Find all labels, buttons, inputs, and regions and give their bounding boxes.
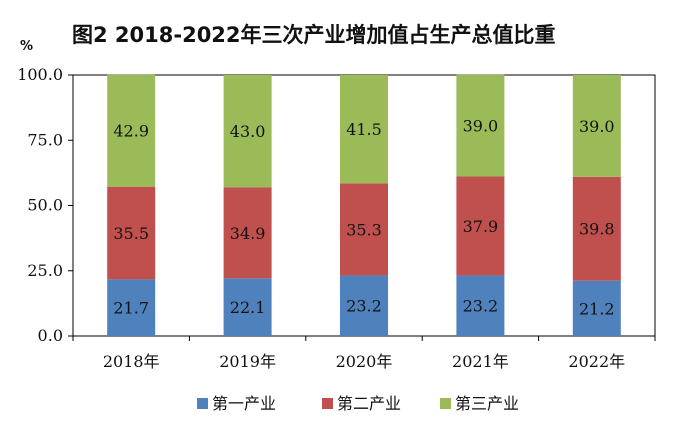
y-tick-label: 25.0 (27, 261, 63, 280)
x-tick-label: 2020年 (336, 352, 393, 371)
data-label: 42.9 (113, 122, 149, 141)
data-label: 35.3 (346, 220, 382, 239)
data-label: 23.2 (463, 297, 499, 316)
bar-segment (340, 183, 388, 276)
data-label: 39.8 (579, 220, 615, 239)
legend-label: 第三产业 (455, 394, 519, 413)
bar-segment (572, 280, 621, 336)
chart-title: 图2 2018-2022年三次产业增加值占生产总值比重 (72, 23, 556, 47)
y-tick-label: 75.0 (27, 130, 63, 149)
bar-segment (107, 279, 156, 336)
legend-swatch (322, 398, 333, 409)
data-label: 41.5 (346, 120, 382, 139)
bar-segment (223, 278, 272, 336)
bar-segment (572, 75, 621, 177)
bar-segment (456, 176, 505, 276)
data-label: 34.9 (230, 224, 266, 243)
data-label: 21.7 (113, 299, 149, 318)
legend-swatch (197, 398, 208, 409)
data-label: 35.5 (113, 224, 149, 243)
legend-swatch (440, 398, 451, 409)
data-label: 23.2 (346, 297, 382, 316)
y-unit-label: % (20, 39, 33, 54)
data-label: 22.1 (230, 298, 266, 317)
bar-segment (456, 275, 505, 336)
legend-label: 第一产业 (212, 394, 276, 413)
bar-segment (107, 186, 156, 280)
x-tick-label: 2018年 (103, 352, 160, 371)
data-label: 43.0 (230, 122, 266, 141)
y-tick-label: 100.0 (17, 65, 63, 84)
bar-segment (223, 187, 272, 279)
legend: 第一产业 第二产业 第三产业 (197, 394, 519, 413)
data-label: 37.9 (463, 217, 499, 236)
bar-segment (340, 275, 388, 336)
x-tick-label: 2022年 (568, 352, 625, 371)
bar-segment (223, 75, 272, 188)
bar-segment (456, 74, 505, 177)
y-tick-label: 50.0 (27, 196, 63, 215)
bar-segment (572, 176, 621, 281)
bar-segment (107, 74, 156, 187)
y-tick-label: 0.0 (38, 326, 63, 345)
x-tick-label: 2021年 (452, 352, 509, 371)
data-label: 21.2 (579, 299, 615, 318)
data-label: 39.0 (579, 117, 615, 136)
data-label: 39.0 (463, 117, 499, 136)
plot-area: 0.0 25.0 50.0 75.0 100.0 21.7 35.5 42.9 2018年 22.… (17, 65, 656, 371)
legend-label: 第二产业 (337, 394, 401, 413)
bar-segment (340, 75, 388, 184)
x-tick-label: 2019年 (219, 352, 276, 371)
